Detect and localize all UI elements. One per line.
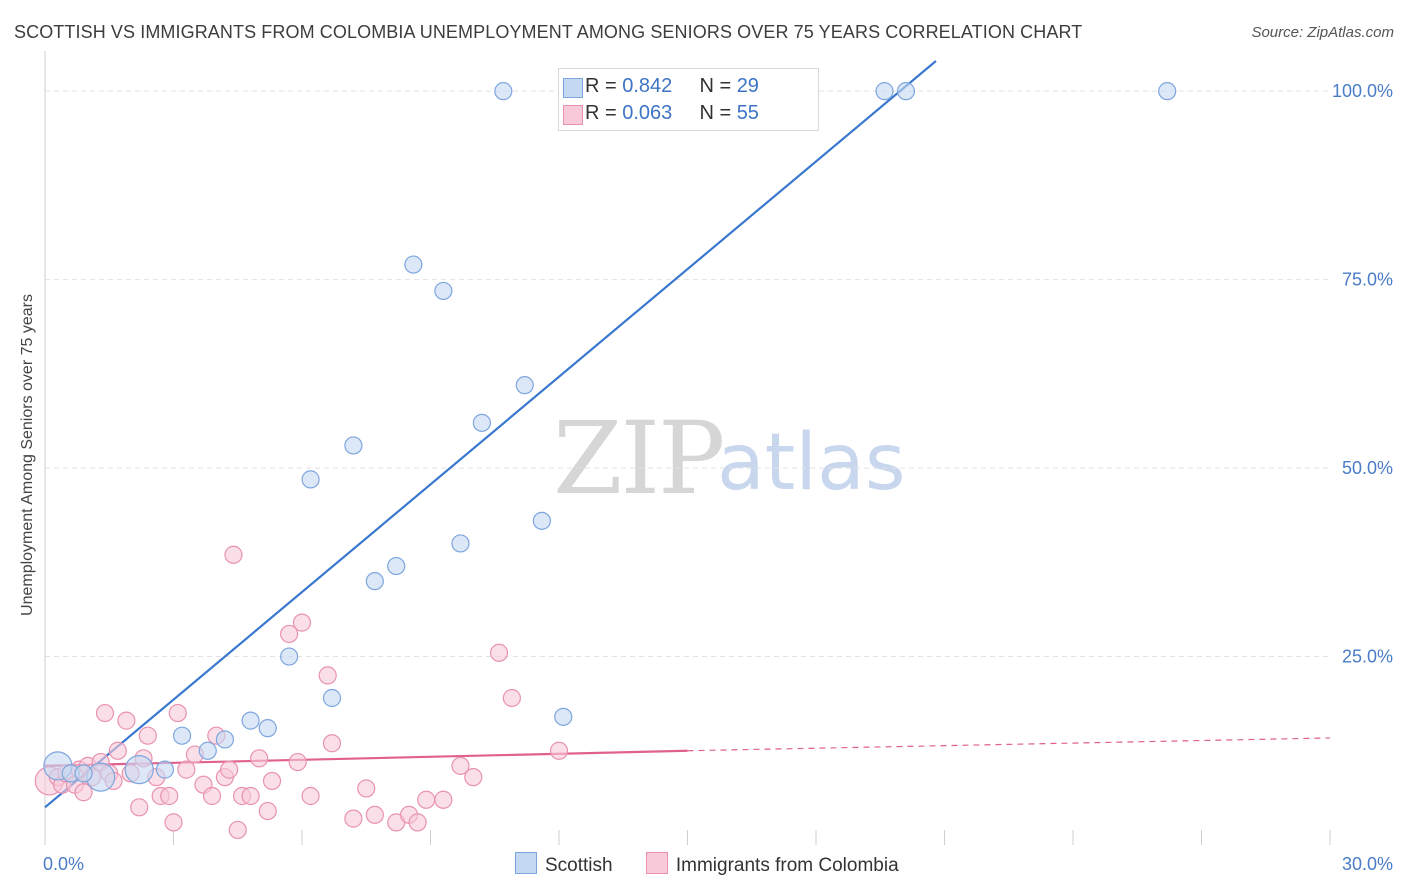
- series-swatch-scottish: [515, 852, 537, 874]
- scottish-point: [74, 764, 93, 783]
- colombia-point: [318, 666, 337, 685]
- scottish-point: [241, 711, 260, 730]
- legend-r-scottish: 0.842: [622, 75, 673, 97]
- series-label-scottish: Scottish: [545, 855, 613, 876]
- y-tick-label: 50.0%: [1342, 458, 1393, 478]
- colombia-point: [262, 771, 282, 791]
- colombia-point: [241, 786, 260, 806]
- scottish-point: [451, 534, 470, 553]
- y-tick-label: 100.0%: [1332, 81, 1393, 101]
- legend-n-scottish: 29: [736, 75, 759, 97]
- colombia-trend-extension: [687, 737, 1331, 752]
- scottish-point: [1158, 82, 1177, 101]
- series-swatch-colombia: [645, 852, 668, 874]
- colombia-point: [202, 786, 222, 806]
- scottish-point: [387, 556, 406, 576]
- scottish-point: [198, 741, 217, 760]
- scottish-point: [896, 82, 916, 101]
- colombia-point: [280, 624, 299, 644]
- scottish-point: [258, 719, 277, 738]
- colombia-point: [74, 783, 93, 802]
- scottish-point: [344, 436, 363, 455]
- colombia-point: [95, 703, 115, 723]
- series-legend-colombia: Immigrants from Colombia: [645, 852, 899, 877]
- legend-swatch-scottish: [563, 78, 583, 98]
- colombia-point: [489, 643, 509, 662]
- series-legend-scottish: Scottish: [515, 852, 613, 877]
- legend-n-label: N =: [699, 75, 732, 97]
- source-credit: Source: ZipAtlas.com: [1251, 24, 1394, 41]
- series-legend: Scottish Immigrants from Colombia: [515, 852, 927, 877]
- chart-title: SCOTTISH VS IMMIGRANTS FROM COLOMBIA UNE…: [14, 22, 1083, 42]
- scottish-point: [554, 707, 573, 726]
- colombia-point: [250, 749, 269, 768]
- legend-row-colombia: R = 0.063 N = 55: [563, 102, 759, 125]
- colombia-point: [288, 752, 307, 772]
- scottish-point: [215, 730, 234, 749]
- watermark-atlas: atlas: [717, 418, 906, 508]
- colombia-point: [301, 786, 320, 806]
- colombia-point: [177, 760, 196, 779]
- legend-n-colombia: 55: [736, 102, 759, 124]
- colombia-point: [344, 809, 363, 828]
- y-axis-label: Unemployment Among Seniors over 75 years: [19, 294, 36, 616]
- colombia-point: [138, 726, 157, 745]
- colombia-point: [258, 801, 277, 821]
- colombia-point: [224, 545, 243, 564]
- colombia-point: [117, 711, 136, 730]
- colombia-point: [417, 790, 436, 809]
- colombia-point: [164, 813, 183, 832]
- legend-row-scottish: R = 0.842 N = 29: [563, 75, 759, 98]
- scottish-point: [365, 572, 384, 591]
- scottish-point: [301, 470, 320, 489]
- scottish-point: [472, 413, 491, 432]
- scottish-point: [434, 281, 453, 301]
- colombia-point: [168, 703, 187, 723]
- scottish-point: [404, 255, 423, 274]
- colombia-point: [228, 820, 247, 840]
- scottish-point: [280, 647, 299, 666]
- trend-lines: [44, 60, 1331, 809]
- axes: [44, 51, 1331, 845]
- legend-r-colombia: 0.063: [622, 102, 673, 124]
- scottish-point: [322, 688, 342, 708]
- y-tick-label: 75.0%: [1342, 270, 1393, 290]
- tick-labels: 25.0% 50.0% 75.0% 100.0% 0.0% 30.0%: [43, 81, 1393, 874]
- watermark-zip: ZIP: [553, 400, 725, 517]
- scottish-point: [124, 755, 154, 785]
- colombia-point: [108, 741, 127, 760]
- colombia-point: [502, 688, 521, 708]
- colombia-point: [220, 760, 239, 779]
- grid-lines: [45, 90, 1330, 658]
- colombia-point: [322, 734, 342, 753]
- scottish-point: [155, 760, 175, 779]
- scottish-point: [532, 511, 551, 530]
- colombia-point: [549, 741, 569, 760]
- colombia-point: [408, 813, 427, 832]
- colombia-point: [130, 798, 149, 817]
- colombia-point: [451, 756, 470, 775]
- scottish-point: [172, 726, 192, 745]
- colombia-point: [365, 805, 384, 824]
- legend-r-label: R =: [585, 75, 617, 97]
- x-tick-label: 30.0%: [1342, 854, 1393, 874]
- legend-swatch-colombia: [563, 105, 583, 125]
- scottish-point: [515, 376, 534, 395]
- legend-r-label: R =: [585, 102, 617, 124]
- colombia-point: [160, 786, 179, 806]
- legend-n-label: N =: [699, 102, 732, 124]
- colombia-point: [464, 768, 483, 787]
- scottish-point: [875, 82, 894, 101]
- scottish-trend-line: [44, 60, 937, 809]
- colombia-point: [434, 790, 453, 809]
- correlation-legend: R = 0.842 N = 29 R = 0.063 N = 55: [558, 68, 819, 131]
- series-label-colombia: Immigrants from Colombia: [675, 855, 899, 876]
- scottish-point: [494, 82, 513, 101]
- x-tick-label: 0.0%: [43, 854, 84, 874]
- colombia-point: [357, 779, 376, 798]
- y-tick-label: 25.0%: [1342, 647, 1393, 667]
- data-points: [34, 82, 1177, 840]
- colombia-point: [292, 613, 312, 632]
